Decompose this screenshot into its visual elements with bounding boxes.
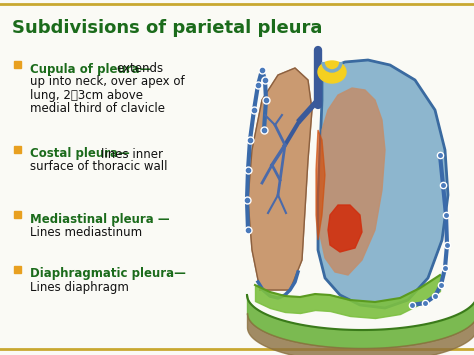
Text: up into neck, over apex of: up into neck, over apex of [30, 76, 185, 88]
Text: Mediastinal pleura —: Mediastinal pleura — [30, 213, 170, 225]
Bar [14, 266, 21, 273]
Text: lines inner: lines inner [101, 147, 164, 160]
Text: Lines diaphragm: Lines diaphragm [30, 280, 129, 294]
Text: extends: extends [117, 62, 164, 76]
Polygon shape [318, 60, 448, 308]
Text: medial third of clavicle: medial third of clavicle [30, 102, 165, 115]
Polygon shape [316, 130, 325, 240]
Polygon shape [320, 88, 385, 275]
Bar [14, 61, 21, 68]
Text: lung, 2～3cm above: lung, 2～3cm above [30, 88, 143, 102]
Text: Subdivisions of parietal pleura: Subdivisions of parietal pleura [12, 19, 322, 37]
Bar [14, 146, 21, 153]
Polygon shape [248, 68, 312, 290]
Polygon shape [328, 205, 362, 252]
Text: Cupula of pleura—: Cupula of pleura— [30, 62, 151, 76]
Bar [14, 211, 21, 218]
Ellipse shape [318, 61, 346, 83]
Text: surface of thoracic wall: surface of thoracic wall [30, 160, 167, 174]
Text: Costal pleura—: Costal pleura— [30, 147, 130, 160]
Text: Lines mediastinum: Lines mediastinum [30, 225, 142, 239]
Text: Diaphragmatic pleura—: Diaphragmatic pleura— [30, 268, 186, 280]
